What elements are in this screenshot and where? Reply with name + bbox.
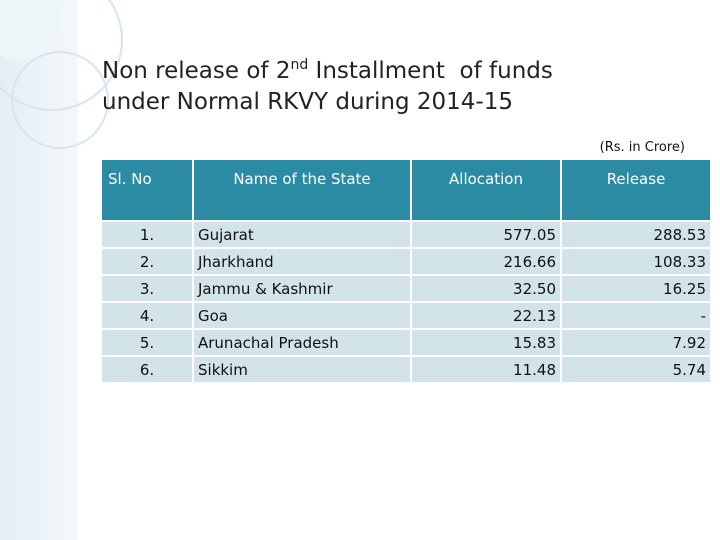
table-row: 4. Goa 22.13-: [100, 301, 712, 330]
table-cell: 2.: [100, 247, 194, 276]
decoration: [0, 0, 123, 149]
table-row: 5. Arunachal Pradesh 15.83 7.92: [100, 328, 712, 357]
table-cell: Gujarat: [192, 220, 412, 249]
header-cell: Name of the State: [192, 160, 412, 222]
title-sup: nd: [290, 57, 309, 73]
table-cell: 108.33: [560, 247, 712, 276]
table-cell: 288.53: [560, 220, 712, 249]
table-cell: 1.: [100, 220, 194, 249]
table-cell: 15.83: [410, 328, 562, 357]
table-body: 1. Gujarat 577.05 288.53 2. Jharkhand 216.66 10…: [100, 220, 712, 384]
table-cell: 32.50: [410, 274, 562, 303]
table-cell: 11.48: [410, 355, 562, 384]
header-cell: Allocation: [410, 160, 562, 222]
header-cell: Release: [560, 160, 712, 222]
title-text: Installment of funds: [308, 58, 553, 84]
table-cell: 16.25: [560, 274, 712, 303]
unit-note: (Rs. in Crore): [599, 140, 685, 155]
data-table: Sl. No Name of the State Allocation Release…: [100, 160, 712, 384]
table-cell: Jammu & Kashmir: [192, 274, 412, 303]
table-cell: 216.66: [410, 247, 562, 276]
header-row: Sl. No Name of the State Allocation Release: [100, 160, 712, 222]
table-row: 2. Jharkhand 216.66 108.33: [100, 247, 712, 276]
table-cell: Goa: [192, 301, 412, 330]
table-row: 6. Sikkim 11.48 5.74: [100, 355, 712, 384]
title-text: Non release of 2: [102, 58, 291, 84]
table-cell: 6.: [100, 355, 194, 384]
table-row: 3. Jammu & Kashmir 32.50 16.25: [100, 274, 712, 303]
table-cell: 22.13: [410, 301, 562, 330]
header-cell: Sl. No: [100, 160, 194, 222]
deco-circle: [11, 51, 109, 149]
deco-circle: [0, 0, 123, 111]
table-cell: Arunachal Pradesh: [192, 328, 412, 357]
deco-circle: [0, 0, 60, 60]
title-text: under Normal RKVY during 2014-15: [102, 89, 513, 115]
table-cell: 4.: [100, 301, 194, 330]
title: Non release of 2nd Installment of funds …: [102, 56, 553, 118]
table-cell: 3.: [100, 274, 194, 303]
table-row: 1. Gujarat 577.05 288.53: [100, 220, 712, 249]
table-cell: 7.92: [560, 328, 712, 357]
table-cell: 5.: [100, 328, 194, 357]
table-cell: 577.05: [410, 220, 562, 249]
table-cell: Jharkhand: [192, 247, 412, 276]
table-cell: Sikkim: [192, 355, 412, 384]
table-cell: -: [560, 301, 712, 330]
table-cell: 5.74: [560, 355, 712, 384]
